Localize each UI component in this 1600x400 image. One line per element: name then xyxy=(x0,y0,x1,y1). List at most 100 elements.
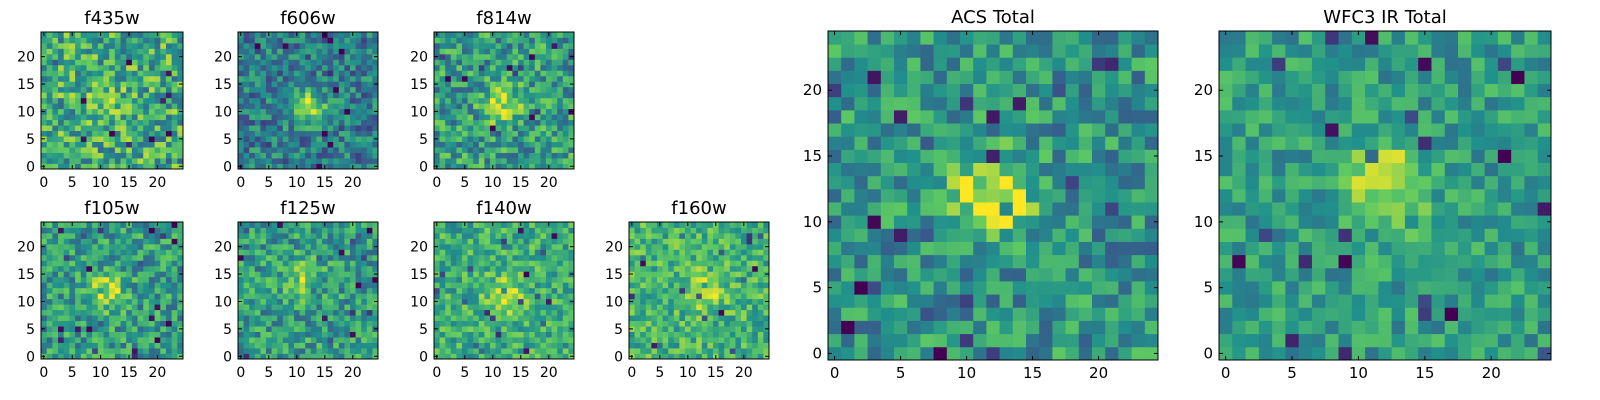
panel-title: f105w xyxy=(84,198,139,219)
heatmap-cell xyxy=(640,254,647,261)
heatmap-cell xyxy=(473,136,480,142)
heatmap-cell xyxy=(557,163,564,170)
heatmap-cell xyxy=(467,103,474,110)
heatmap-cell xyxy=(501,243,508,250)
heatmap-cell xyxy=(355,309,362,316)
heatmap-cell xyxy=(645,326,652,332)
heatmap-cell xyxy=(467,243,474,250)
heatmap-cell xyxy=(97,103,104,110)
heatmap-cell xyxy=(266,64,272,71)
heatmap-cell xyxy=(523,48,530,55)
heatmap-cell xyxy=(673,342,680,349)
heatmap-cell xyxy=(439,320,446,327)
heatmap-cell xyxy=(518,238,524,245)
heatmap-cell xyxy=(557,114,564,121)
heatmap-cell xyxy=(372,86,379,93)
heatmap-cell xyxy=(305,81,312,88)
heatmap-cell xyxy=(1052,333,1066,348)
heatmap-cell xyxy=(177,287,184,294)
heatmap-cell xyxy=(456,353,463,360)
heatmap-cell xyxy=(501,254,508,261)
heatmap-cell xyxy=(361,271,368,278)
heatmap-cell xyxy=(718,320,725,327)
heatmap-cell xyxy=(501,282,508,289)
heatmap-cell xyxy=(673,287,680,294)
heatmap-cell xyxy=(1131,228,1146,242)
heatmap-cell xyxy=(690,254,697,261)
y-tick-label: 5 xyxy=(26,322,35,338)
heatmap-cell xyxy=(52,227,59,234)
heatmap-cell xyxy=(679,304,686,311)
heatmap-cell xyxy=(322,70,328,77)
heatmap-cell xyxy=(713,309,719,316)
heatmap-cell xyxy=(52,125,59,132)
heatmap-cell xyxy=(478,227,485,234)
heatmap-cell xyxy=(366,136,373,142)
heatmap-cell xyxy=(114,59,121,66)
heatmap-cell xyxy=(645,331,652,338)
heatmap-cell xyxy=(501,81,508,88)
heatmap-cell xyxy=(310,32,317,38)
heatmap-cell xyxy=(327,81,334,88)
heatmap-cell xyxy=(557,103,564,110)
heatmap-cell xyxy=(254,92,261,99)
heatmap-cell xyxy=(243,114,250,121)
heatmap-cell xyxy=(1039,241,1053,256)
heatmap-cell xyxy=(63,222,70,228)
heatmap-cell xyxy=(445,48,452,55)
heatmap-cell xyxy=(366,260,373,267)
heatmap-cell xyxy=(1052,241,1066,256)
heatmap-cell xyxy=(372,293,379,300)
heatmap-cell xyxy=(160,42,167,49)
heatmap-cell xyxy=(920,254,934,269)
heatmap-cell xyxy=(327,249,334,256)
heatmap-cell xyxy=(372,97,379,104)
heatmap-cell xyxy=(506,265,513,272)
heatmap-cell xyxy=(58,293,65,300)
x-tick-label: 0 xyxy=(236,175,245,191)
heatmap-cell xyxy=(828,241,842,256)
heatmap-cell xyxy=(282,64,289,71)
heatmap-cell xyxy=(131,309,138,316)
heatmap-cell xyxy=(752,298,759,305)
heatmap-cell xyxy=(131,232,138,239)
heatmap-cell xyxy=(450,92,457,99)
heatmap-cell xyxy=(456,293,463,300)
heatmap-cell xyxy=(512,119,519,126)
heatmap-cell xyxy=(271,287,278,294)
heatmap-cell xyxy=(546,232,552,239)
heatmap-cell xyxy=(249,309,256,316)
heatmap-cell xyxy=(540,265,547,272)
heatmap-cell xyxy=(288,136,295,142)
heatmap-cell xyxy=(741,282,747,289)
heatmap-cell xyxy=(126,59,133,66)
heatmap-cell xyxy=(546,315,552,322)
heatmap-cell xyxy=(445,293,452,300)
heatmap-cell xyxy=(484,32,491,38)
heatmap-cell xyxy=(673,232,680,239)
heatmap-cell xyxy=(120,48,127,55)
heatmap-cell xyxy=(645,348,652,354)
heatmap-cell xyxy=(165,158,173,164)
heatmap-cell xyxy=(478,271,485,278)
heatmap-cell xyxy=(495,130,502,137)
heatmap-cell xyxy=(114,37,121,44)
heatmap-cell xyxy=(679,320,686,327)
heatmap-cell xyxy=(629,293,635,300)
heatmap-cell xyxy=(260,238,267,245)
heatmap-cell xyxy=(450,158,457,164)
heatmap-cell xyxy=(746,326,753,332)
heatmap-cell xyxy=(282,282,289,289)
heatmap-cell xyxy=(160,304,167,311)
heatmap-cell xyxy=(434,227,440,234)
heatmap-cell xyxy=(629,348,635,354)
heatmap-cell xyxy=(114,304,121,311)
heatmap-cell xyxy=(249,92,256,99)
heatmap-cell xyxy=(305,309,312,316)
heatmap-cell xyxy=(288,260,295,267)
heatmap-cell xyxy=(701,232,708,239)
heatmap-cell xyxy=(58,53,65,60)
heatmap-cell xyxy=(1118,228,1132,242)
heatmap-cell xyxy=(841,267,855,282)
heatmap-cell xyxy=(718,331,725,338)
